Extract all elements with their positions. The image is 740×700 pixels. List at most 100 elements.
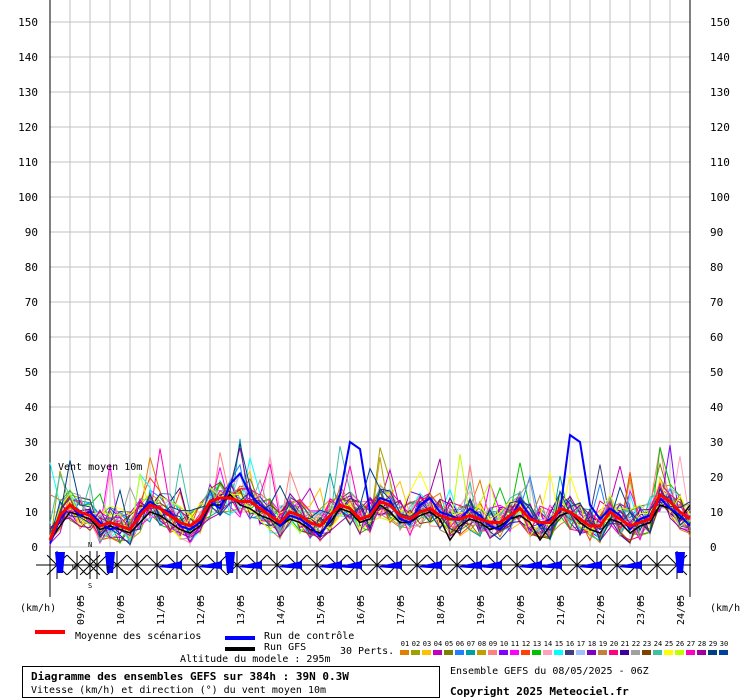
x-tick-label: 11/05	[156, 595, 167, 625]
member-number: 21	[620, 640, 630, 648]
member-swatch	[521, 650, 530, 655]
member-number: 09	[488, 640, 498, 648]
y-tick-left: 110	[18, 156, 38, 169]
legend-gfs-label: Run GFS	[264, 642, 307, 653]
x-tick-label: 10/05	[116, 595, 127, 625]
member-number: 23	[642, 640, 652, 648]
member-number: 15	[554, 640, 564, 648]
chart-grid	[49, 0, 691, 597]
member-swatch	[620, 650, 629, 655]
y-tick-left: 70	[25, 296, 38, 309]
x-tick-label: 23/05	[636, 595, 647, 625]
main-series-lines	[48, 433, 691, 544]
x-tick-label: 09/05	[76, 595, 87, 625]
member-number: 22	[631, 640, 641, 648]
wind-arrow	[336, 561, 362, 569]
x-tick-label: 18/05	[436, 595, 447, 625]
member-swatch	[499, 650, 508, 655]
ensemble-member-line	[49, 486, 691, 545]
x-tick-label: 16/05	[356, 595, 367, 625]
member-swatch	[576, 650, 585, 655]
compass-s-label: S	[88, 582, 92, 590]
member-swatch	[609, 650, 618, 655]
member-swatch	[642, 650, 651, 655]
legend-control-label: Run de contrôle	[264, 631, 355, 642]
run-info: Ensemble GEFS du 08/05/2025 - 06Z	[450, 666, 649, 677]
legend-gfs-swatch	[225, 647, 255, 651]
y-tick-right: 90	[710, 226, 723, 239]
x-tick-label: 13/05	[236, 595, 247, 625]
y-tick-left: 30	[25, 436, 38, 449]
ensemble-member-line	[49, 471, 691, 544]
wind-spoke	[303, 551, 331, 579]
compass-rose	[36, 551, 104, 579]
member-swatch	[543, 650, 552, 655]
member-swatch	[675, 650, 684, 655]
y-tick-right: 110	[710, 156, 730, 169]
compass-e-label: E	[106, 564, 110, 572]
x-tick-label: 17/05	[396, 595, 407, 625]
wind-arrow	[616, 561, 642, 569]
member-number: 27	[686, 640, 696, 648]
x-tick-label: 24/05	[676, 595, 687, 625]
member-swatch	[510, 650, 519, 655]
member-swatch	[631, 650, 640, 655]
member-swatch	[708, 650, 717, 655]
member-number: 11	[510, 640, 520, 648]
y-tick-right: 130	[710, 86, 730, 99]
info-title: Diagramme des ensembles GEFS sur 384h : …	[31, 670, 349, 683]
y-tick-right: 40	[710, 401, 723, 414]
x-tick-label: 15/05	[316, 595, 327, 625]
member-number: 05	[444, 640, 454, 648]
legend-control-swatch	[225, 636, 255, 640]
info-box: Diagramme des ensembles GEFS sur 384h : …	[22, 666, 440, 698]
mean-series-line	[48, 492, 691, 541]
member-swatch	[598, 650, 607, 655]
member-number: 10	[499, 640, 509, 648]
y-tick-right: 120	[710, 121, 730, 134]
y-tick-right: 100	[710, 191, 730, 204]
wind-arrow	[376, 561, 402, 569]
member-swatch	[686, 650, 695, 655]
member-number: 24	[653, 640, 663, 648]
member-swatch	[455, 650, 464, 655]
wind-arrow	[456, 561, 482, 569]
member-swatch	[719, 650, 728, 655]
gfs-series-line	[49, 493, 691, 542]
member-number: 13	[532, 640, 542, 648]
ensemble-member-line	[49, 467, 691, 546]
member-number: 25	[664, 640, 674, 648]
wind-arrow	[675, 552, 685, 573]
wind-arrow	[576, 561, 602, 569]
wind-spoke	[183, 551, 211, 579]
y-tick-right: 150	[710, 16, 730, 29]
y-tick-right: 0	[710, 541, 717, 554]
wind-spoke	[143, 551, 171, 579]
y-tick-left: 10	[25, 506, 38, 519]
y-tick-left: 90	[25, 226, 38, 239]
y-tick-right: 50	[710, 366, 723, 379]
x-tick-label: 20/05	[516, 595, 527, 625]
wind-spoke	[443, 551, 471, 579]
member-swatch	[697, 650, 706, 655]
y-tick-right: 10	[710, 506, 723, 519]
member-swatch	[477, 650, 486, 655]
member-swatch	[466, 650, 475, 655]
member-number: 28	[697, 640, 707, 648]
wind-arrow	[55, 552, 65, 573]
member-swatch	[664, 650, 673, 655]
wind-spoke	[403, 551, 431, 579]
y-tick-right: 20	[710, 471, 723, 484]
member-swatch	[411, 650, 420, 655]
compass-w-label: W	[72, 564, 77, 572]
member-number: 06	[455, 640, 465, 648]
member-swatch	[400, 650, 409, 655]
x-tick-label: 14/05	[276, 595, 287, 625]
member-number: 08	[477, 640, 487, 648]
info-subtitle: Vitesse (km/h) et direction (°) du vent …	[31, 685, 327, 696]
x-tick-label: 22/05	[596, 595, 607, 625]
member-number: 19	[598, 640, 608, 648]
member-number: 18	[587, 640, 597, 648]
wind-arrow	[516, 561, 542, 569]
